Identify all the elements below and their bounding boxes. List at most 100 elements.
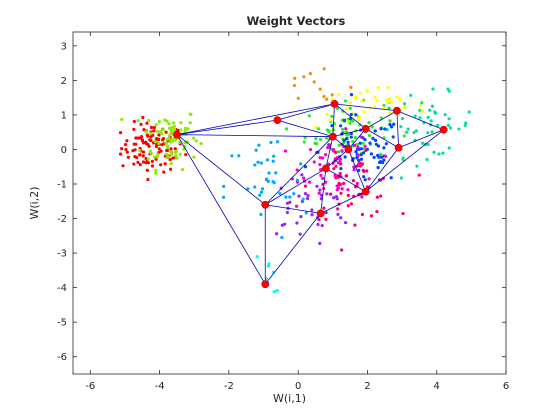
data-point bbox=[420, 141, 425, 145]
data-point bbox=[330, 93, 334, 97]
data-point bbox=[138, 148, 142, 153]
data-point bbox=[322, 67, 326, 71]
data-point bbox=[165, 156, 169, 160]
data-point bbox=[360, 195, 364, 199]
data-point bbox=[391, 135, 395, 139]
data-point bbox=[369, 214, 374, 218]
y-axis-label: W(i,2) bbox=[28, 186, 41, 219]
neighbor-line bbox=[176, 134, 266, 285]
y-tick-label: -5 bbox=[57, 318, 67, 329]
data-point bbox=[138, 153, 142, 157]
data-point bbox=[254, 148, 258, 152]
data-point bbox=[324, 136, 329, 140]
data-point bbox=[136, 136, 140, 140]
data-point bbox=[464, 121, 468, 125]
data-point bbox=[345, 119, 349, 123]
data-point bbox=[324, 217, 328, 221]
data-point bbox=[149, 138, 153, 143]
data-point bbox=[359, 147, 364, 151]
data-point bbox=[280, 235, 284, 240]
data-point bbox=[375, 99, 379, 103]
data-point bbox=[169, 147, 173, 151]
data-point bbox=[418, 116, 422, 120]
data-point bbox=[436, 123, 440, 127]
data-point bbox=[389, 176, 393, 180]
data-point bbox=[358, 123, 362, 127]
data-point bbox=[349, 112, 353, 117]
data-point bbox=[260, 187, 265, 191]
data-point bbox=[174, 150, 178, 154]
neuron-marker bbox=[316, 209, 325, 218]
data-point bbox=[265, 177, 269, 181]
data-point bbox=[344, 130, 349, 134]
data-point bbox=[307, 114, 311, 118]
data-point bbox=[373, 129, 377, 133]
data-point bbox=[299, 215, 303, 219]
data-point bbox=[163, 162, 167, 166]
data-point bbox=[180, 168, 185, 172]
data-point bbox=[164, 152, 168, 156]
neuron-marker bbox=[344, 145, 353, 154]
data-point bbox=[401, 156, 405, 160]
data-point bbox=[318, 87, 322, 91]
data-point bbox=[325, 192, 329, 196]
neighbor-line bbox=[277, 103, 335, 121]
data-point bbox=[401, 211, 405, 216]
data-point bbox=[295, 168, 299, 172]
data-point bbox=[271, 159, 275, 163]
neighbor-line bbox=[365, 110, 398, 130]
neuron-marker bbox=[173, 130, 181, 139]
data-point bbox=[318, 137, 322, 142]
data-point bbox=[141, 154, 145, 158]
data-point bbox=[121, 164, 125, 168]
axes-box bbox=[72, 31, 507, 375]
data-point bbox=[428, 108, 432, 112]
data-point bbox=[334, 150, 338, 155]
data-point bbox=[152, 126, 157, 130]
data-point bbox=[222, 184, 226, 188]
chart-title: Weight Vectors bbox=[247, 14, 346, 28]
data-point bbox=[125, 150, 129, 154]
data-point bbox=[389, 100, 393, 104]
data-point bbox=[373, 95, 377, 99]
data-point bbox=[159, 149, 163, 153]
data-point bbox=[183, 129, 187, 133]
y-axis-ticks: 3 2 1 0 -1 -2 -3 -4 -5 -6 bbox=[57, 41, 506, 363]
data-point bbox=[144, 129, 148, 134]
data-point bbox=[336, 207, 340, 211]
data-point bbox=[395, 95, 399, 99]
data-point bbox=[322, 206, 326, 210]
data-point bbox=[338, 157, 342, 161]
data-point bbox=[302, 140, 306, 144]
data-point bbox=[170, 152, 174, 157]
data-point bbox=[118, 130, 123, 135]
data-point bbox=[357, 168, 361, 172]
data-point bbox=[267, 171, 271, 175]
data-point bbox=[316, 127, 321, 131]
data-point bbox=[126, 155, 130, 159]
data-point bbox=[388, 119, 392, 123]
data-point bbox=[266, 179, 270, 184]
data-point bbox=[178, 128, 183, 132]
data-point bbox=[447, 89, 451, 93]
data-point bbox=[221, 195, 226, 199]
data-point bbox=[356, 153, 360, 157]
x-axis-ticks: -6 -4 -2 0 2 4 6 bbox=[85, 32, 509, 392]
data-point bbox=[330, 114, 334, 118]
data-point bbox=[141, 141, 146, 145]
data-point bbox=[161, 128, 165, 132]
data-point bbox=[358, 164, 363, 168]
data-point bbox=[297, 194, 301, 198]
data-point bbox=[192, 136, 196, 140]
data-point bbox=[264, 276, 269, 281]
data-point bbox=[155, 129, 159, 134]
data-point bbox=[367, 121, 371, 125]
data-point bbox=[302, 176, 306, 180]
data-point bbox=[295, 178, 299, 182]
data-point bbox=[334, 164, 338, 168]
data-point bbox=[301, 197, 305, 201]
data-point bbox=[447, 146, 451, 150]
data-point bbox=[346, 204, 350, 208]
data-point bbox=[448, 126, 453, 130]
data-point bbox=[330, 97, 334, 101]
